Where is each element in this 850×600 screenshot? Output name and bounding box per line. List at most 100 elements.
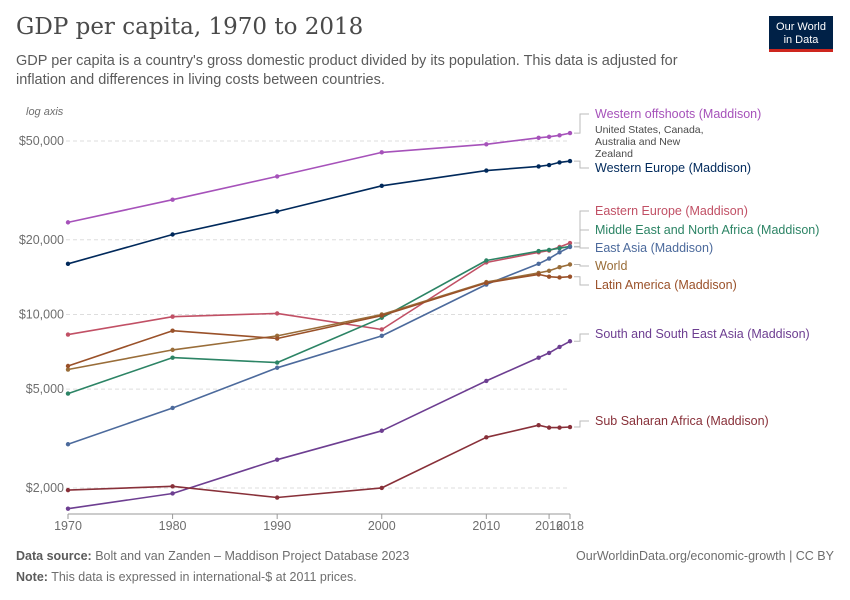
chart-subtitle: GDP per capita is a country's gross dome… <box>16 53 678 88</box>
series-note: Australia and New <box>595 136 681 148</box>
source-url-link[interactable]: OurWorldinData.org/economic-growth | CC … <box>576 549 834 563</box>
x-tick-label: 1970 <box>54 519 82 533</box>
x-tick-label: 1980 <box>159 519 187 533</box>
data-point <box>557 250 562 255</box>
data-point <box>170 347 175 353</box>
data-source: Data source: Bolt and van Zanden – Maddi… <box>16 549 409 563</box>
data-point <box>379 183 384 188</box>
data-point <box>379 327 384 332</box>
data-source-text[interactable]: Bolt and van Zanden – Maddison Project D… <box>95 549 410 563</box>
data-point <box>274 209 280 214</box>
series-label: Middle East and North Africa (Maddison) <box>595 223 819 237</box>
series-label: Western offshoots (Maddison) <box>595 107 761 121</box>
data-point <box>546 162 552 168</box>
series-note: United States, Canada, <box>595 124 704 136</box>
data-point <box>274 174 280 179</box>
y-tick-label: $10,000 <box>19 307 64 321</box>
owid-logo[interactable]: Our World in Data <box>769 16 833 52</box>
series-line <box>67 132 571 224</box>
data-point <box>274 457 280 462</box>
data-point <box>170 197 175 202</box>
data-point <box>546 256 552 261</box>
y-tick-label: $5,000 <box>26 382 64 396</box>
data-point <box>65 261 71 267</box>
series-label: Eastern Europe (Maddison) <box>595 204 748 218</box>
data-point <box>567 240 573 246</box>
data-point <box>65 487 71 493</box>
data-point <box>536 261 541 267</box>
data-point <box>536 355 541 360</box>
data-point <box>557 160 562 165</box>
data-point <box>546 274 552 279</box>
data-source-label: Data source: <box>16 549 92 563</box>
label-connector <box>574 264 589 267</box>
series-label: East Asia (Maddison) <box>595 241 713 255</box>
label-connector <box>574 210 589 244</box>
data-point <box>536 272 541 277</box>
data-point <box>170 355 175 360</box>
data-point <box>567 130 573 136</box>
x-tick-label: 1990 <box>263 519 291 533</box>
data-point <box>557 133 562 138</box>
logo-line-1: Our World <box>776 21 826 33</box>
data-point <box>170 314 175 319</box>
x-tick-label: 2018 <box>556 519 584 533</box>
data-point <box>546 134 552 139</box>
data-point <box>170 405 175 411</box>
data-point <box>536 422 541 428</box>
y-tick-label: $50,000 <box>19 134 64 148</box>
label-connector <box>574 229 589 247</box>
data-point <box>546 247 552 253</box>
data-point <box>567 424 573 430</box>
data-point <box>567 158 573 164</box>
data-point <box>567 339 573 344</box>
data-point <box>379 313 384 318</box>
data-point <box>65 442 71 447</box>
data-point <box>536 164 541 169</box>
series-label: Sub Saharan Africa (Maddison) <box>595 414 769 428</box>
data-point <box>484 142 489 147</box>
data-point <box>274 365 280 370</box>
data-point <box>557 265 562 270</box>
y-axis-label: log axis <box>26 106 64 118</box>
data-point <box>274 360 280 365</box>
label-connector <box>574 160 589 169</box>
data-point <box>546 350 552 356</box>
data-point <box>484 435 489 440</box>
series-line <box>67 160 571 265</box>
data-point <box>65 220 71 225</box>
data-point <box>65 391 71 396</box>
data-point <box>65 367 71 372</box>
data-point <box>274 495 280 500</box>
data-point <box>484 168 489 173</box>
label-connector <box>574 420 589 428</box>
line-chart: log axis $2,000 $5,000 $10,000 $20,000 $50,00… <box>19 106 820 533</box>
data-point <box>567 244 573 250</box>
x-tick-label: 2000 <box>368 519 396 533</box>
data-point <box>379 428 384 433</box>
series-label: South and South East Asia (Maddison) <box>595 327 810 341</box>
chart-note: Note: This data is expressed in internat… <box>16 570 357 584</box>
data-point <box>379 485 384 491</box>
note-text: This data is expressed in international-… <box>51 570 357 584</box>
data-point <box>484 258 489 263</box>
series-line <box>67 340 571 510</box>
data-point <box>536 248 541 254</box>
data-point <box>484 378 489 384</box>
label-connector <box>574 113 589 134</box>
data-point <box>65 363 71 369</box>
data-point <box>546 268 552 273</box>
series-label: World <box>595 259 627 273</box>
series-line <box>67 246 571 445</box>
series-line <box>67 242 571 336</box>
data-point <box>274 336 280 341</box>
label-connector <box>574 246 589 249</box>
data-point <box>170 232 175 237</box>
x-tick-label: 2016 <box>535 519 563 533</box>
series-line <box>67 263 571 371</box>
data-point <box>546 425 552 430</box>
series-label: Western Europe (Maddison) <box>595 161 751 175</box>
series-label: Latin America (Maddison) <box>595 278 737 292</box>
data-point <box>557 245 562 251</box>
label-connector <box>574 276 589 286</box>
